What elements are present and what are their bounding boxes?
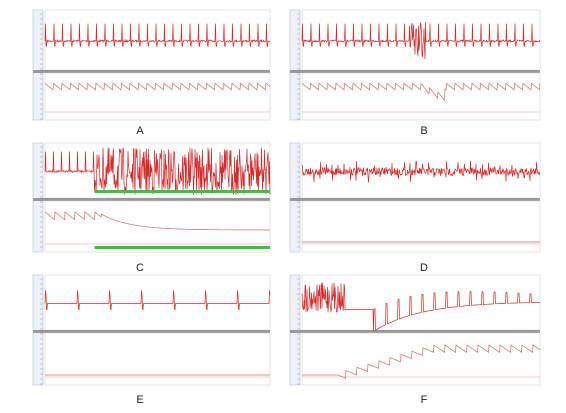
panel: E bbox=[32, 274, 271, 406]
bp-trace bbox=[301, 82, 541, 102]
bp-area bbox=[44, 72, 271, 121]
ecg-trace bbox=[301, 282, 540, 332]
panel: B bbox=[289, 9, 541, 137]
bp-trace bbox=[302, 344, 541, 379]
bp-trace bbox=[44, 211, 270, 231]
bp-trace bbox=[44, 82, 271, 91]
marker-bar bbox=[94, 190, 270, 193]
ecg-area bbox=[301, 9, 541, 71]
separator bbox=[290, 330, 540, 333]
panel: D bbox=[289, 142, 541, 274]
bp-area bbox=[301, 200, 541, 253]
panel-label: D bbox=[420, 262, 428, 274]
ecg-trace bbox=[44, 147, 271, 196]
separator bbox=[33, 198, 270, 201]
panel: A bbox=[32, 9, 271, 137]
panel: C bbox=[32, 142, 271, 274]
panel-label: E bbox=[136, 394, 143, 406]
bp-area bbox=[44, 332, 271, 386]
ecg-trace bbox=[44, 290, 271, 310]
panel: F bbox=[289, 274, 541, 406]
separator bbox=[33, 330, 270, 333]
separator bbox=[33, 70, 270, 73]
ecg-trace bbox=[44, 23, 271, 47]
ecg-trace bbox=[301, 22, 541, 60]
marker-bar bbox=[94, 246, 270, 249]
panel-label: C bbox=[136, 262, 144, 274]
axis-strip bbox=[32, 9, 44, 121]
ecg-trace bbox=[301, 160, 541, 183]
separator bbox=[290, 70, 540, 73]
axis-strip bbox=[289, 9, 301, 121]
bp-area bbox=[44, 200, 271, 253]
panel-label: F bbox=[421, 394, 428, 406]
bp-area bbox=[301, 72, 541, 121]
panel-label: B bbox=[420, 125, 427, 137]
axis-strip bbox=[32, 142, 44, 253]
separator bbox=[290, 198, 540, 201]
ecg-area bbox=[44, 274, 271, 331]
axis-strip bbox=[289, 142, 301, 253]
panel-label: A bbox=[136, 125, 144, 137]
